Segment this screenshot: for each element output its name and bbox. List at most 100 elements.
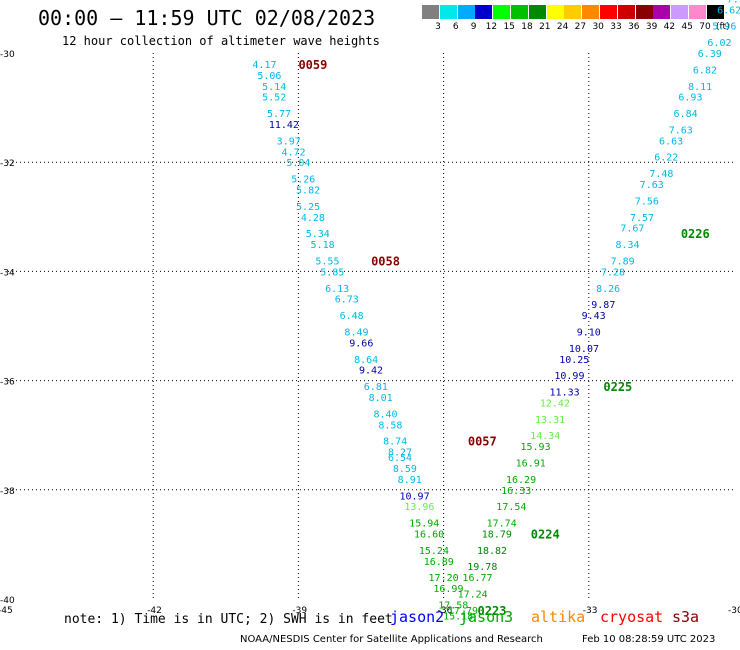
- data-label-s3a: 5.18: [311, 240, 335, 251]
- data-label-s3a: 5.77: [267, 109, 291, 120]
- credit-text: NOAA/NESDIS Center for Satellite Applica…: [240, 634, 543, 645]
- scale-swatch: [439, 5, 457, 19]
- data-label-jason3: 18.82: [477, 546, 507, 557]
- data-label-jason3: 17.54: [496, 502, 526, 513]
- data-label-jason3: 19.78: [467, 562, 497, 573]
- scale-label: 33: [610, 22, 622, 32]
- data-label-jason3: 8.34: [615, 240, 639, 251]
- time-label-s3a: 0057: [468, 435, 497, 449]
- data-label-jason3: 7.57: [630, 213, 654, 224]
- data-label-s3a: 8.59: [393, 464, 417, 475]
- data-label-s3a: 8.64: [354, 355, 378, 366]
- scale-swatch: [457, 5, 475, 19]
- scale-label: 24: [556, 22, 569, 32]
- data-label-s3a: 5.85: [320, 267, 344, 278]
- data-label-s3a: 16.99: [433, 584, 463, 595]
- scale-swatch: [475, 5, 493, 19]
- data-label-s3a: 8.91: [398, 475, 422, 486]
- time-label-jason3: 0223: [478, 604, 507, 618]
- data-label-s3a: 8.01: [369, 393, 393, 404]
- data-label-s3a: 15.94: [409, 519, 439, 530]
- footer-note: note: 1) Time is in UTC; 2) SWH is in fe…: [64, 612, 393, 627]
- x-tick-label: -39: [292, 606, 307, 616]
- scale-swatch: [564, 5, 582, 19]
- data-label-jason3: 7.89: [611, 256, 635, 267]
- satellite-altika: altika: [531, 608, 586, 626]
- data-label-jason3: 6.62: [717, 5, 740, 16]
- data-label-s3a: 5.82: [296, 186, 320, 197]
- data-label-s3a: 3.97: [277, 136, 301, 147]
- scale-swatch: [493, 5, 511, 19]
- data-label-jason3: 10.99: [554, 371, 584, 382]
- data-label-jason3: 15.93: [521, 442, 551, 453]
- data-label-jason3: 11.33: [550, 388, 580, 399]
- time-label-jason3: 0224: [531, 527, 560, 541]
- x-tick-label: -30: [728, 606, 740, 616]
- page-subtitle: 12 hour collection of altimeter wave hei…: [62, 34, 380, 48]
- data-label-s3a: 11.42: [269, 120, 299, 131]
- scale-label: 30: [592, 22, 604, 32]
- scale-label: 12: [485, 22, 498, 32]
- data-label-s3a: 6.81: [364, 382, 388, 393]
- data-label-s3a: 4.28: [301, 213, 325, 224]
- scale-swatch: [600, 5, 617, 19]
- data-label-jason3: 7.56: [635, 196, 659, 207]
- time-label-jason3: 0226: [681, 227, 710, 241]
- satellite-jason3: jason3: [459, 608, 514, 626]
- y-tick-label: -36: [0, 378, 15, 388]
- scale-label: 36: [628, 22, 640, 32]
- data-label-jason3: 13.31: [535, 415, 565, 426]
- scale-swatch: [582, 5, 600, 19]
- data-label-jason3: 6.39: [698, 49, 722, 60]
- scale-label: 42: [663, 22, 676, 32]
- data-label-jason3: 7.67: [620, 224, 644, 235]
- data-label-jason3: 6.82: [693, 65, 717, 76]
- data-label-jason3: 6.63: [659, 136, 683, 147]
- data-label-jason3: 5.96: [712, 22, 736, 33]
- scale-swatch: [706, 5, 724, 19]
- time-label-s3a: 0059: [298, 58, 327, 72]
- data-label-jason3: 12.42: [540, 398, 570, 409]
- data-label-s3a: 6.48: [340, 311, 364, 322]
- x-tick-label: -36: [438, 606, 453, 616]
- data-label-s3a: 5.55: [315, 256, 339, 267]
- data-label-s3a: 9.66: [349, 338, 373, 349]
- x-tick-label: -42: [147, 606, 162, 616]
- data-label-jason3: 6.93: [678, 93, 702, 104]
- satellite-jason2: jason2: [390, 608, 445, 626]
- data-label-s3a: 10.97: [400, 491, 430, 502]
- scale-label: 39: [645, 22, 658, 32]
- x-tick-label: -33: [583, 606, 598, 616]
- x-tick-label: -45: [0, 606, 13, 616]
- y-tick-label: -30: [0, 50, 15, 60]
- scale-label: (ft): [716, 22, 730, 32]
- data-label-s3a: 16.89: [424, 557, 454, 568]
- data-label-s3a: 5.26: [291, 175, 315, 186]
- data-label-jason3: 10.25: [559, 355, 589, 366]
- scale-label: 21: [539, 22, 551, 32]
- data-label-s3a: 9.42: [359, 366, 383, 377]
- data-label-jason3: 10.07: [569, 344, 599, 355]
- data-label-s3a: 15.18: [443, 611, 473, 622]
- scale-swatch: [528, 5, 546, 19]
- data-label-jason3: 7.59: [727, 0, 740, 5]
- scale-label: 70: [699, 22, 711, 32]
- y-tick-label: -38: [0, 487, 15, 497]
- data-label-jason3: 16.29: [506, 475, 536, 486]
- data-label-jason3: 9.10: [577, 327, 601, 338]
- y-tick-label: -32: [0, 159, 15, 169]
- data-label-jason3: 18.79: [482, 529, 512, 540]
- data-label-s3a: 17.20: [429, 573, 459, 584]
- data-label-s3a: 6.13: [325, 284, 349, 295]
- scale-swatch: [689, 5, 706, 19]
- data-label-s3a: 6.73: [335, 295, 359, 306]
- data-label-jason3: 17.74: [487, 519, 517, 530]
- scale-swatch: [617, 5, 635, 19]
- data-label-jason3: 17.24: [458, 590, 488, 601]
- data-label-jason3: 6.02: [707, 38, 731, 49]
- scale-swatch: [671, 5, 689, 19]
- data-label-s3a: 8.74: [383, 437, 407, 448]
- scale-swatch: [422, 5, 439, 19]
- data-label-s3a: 17.58: [438, 600, 468, 611]
